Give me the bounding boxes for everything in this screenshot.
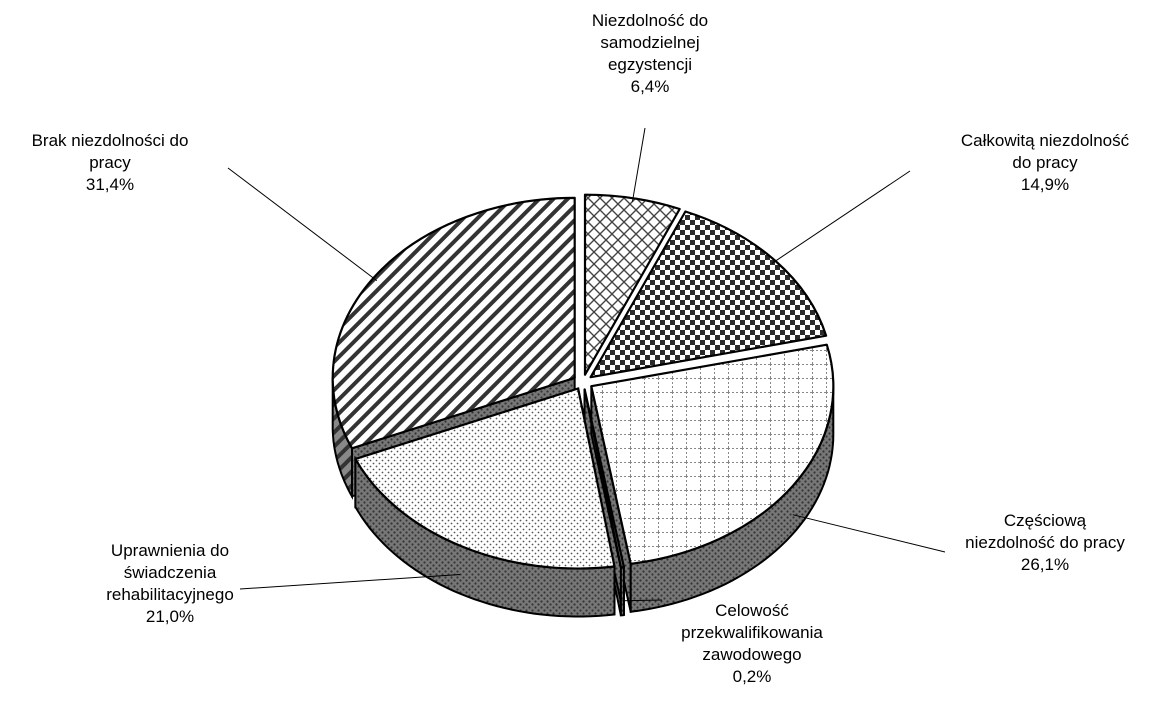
slice-value-label: 31,4% bbox=[85, 175, 135, 194]
slice-label-line: Niezdolność do bbox=[591, 11, 709, 30]
leader-line-5 bbox=[227, 167, 378, 281]
slice-label-line: Częściową bbox=[1003, 511, 1087, 530]
slice-label-line: zawodowego bbox=[702, 645, 802, 664]
slice-label-line: samodzielnej bbox=[600, 33, 700, 52]
pie-slice-4 bbox=[354, 387, 616, 570]
slice-label-1: Całkowitą niezdolność do pracy 14,9% bbox=[961, 130, 1129, 196]
slice-label-5: Brak niezdolności do pracy 31,4% bbox=[32, 130, 189, 196]
slice-label-line: egzystencji bbox=[607, 55, 693, 74]
leader-lines bbox=[227, 127, 946, 602]
slice-label-3: Celowość przekwalifikowania zawodowego 0,2% bbox=[681, 600, 823, 688]
leader-line-2 bbox=[792, 514, 946, 553]
pie-slice-2 bbox=[590, 343, 835, 565]
slice-label-line: do pracy bbox=[1012, 153, 1078, 172]
slice-label-line: Całkowitą niezdolność bbox=[960, 131, 1130, 150]
slice-label-line: Brak niezdolności do bbox=[31, 131, 189, 150]
slice-label-line: niezdolność do pracy bbox=[965, 533, 1125, 552]
slice-value-label: 6,4% bbox=[630, 77, 670, 96]
slice-label-line: pracy bbox=[89, 153, 131, 172]
slice-value-label: 21,0% bbox=[145, 607, 195, 626]
slice-label-line: Uprawnienia do bbox=[110, 541, 230, 560]
pie-slice-5 bbox=[331, 196, 576, 450]
slice-label-line: przekwalifikowania bbox=[681, 623, 823, 642]
leader-line-3 bbox=[622, 599, 663, 602]
pie-slices bbox=[331, 193, 835, 570]
slice-value-label: 0,2% bbox=[732, 667, 772, 686]
leader-line-0 bbox=[631, 127, 646, 202]
slice-label-line: rehabilitacyjnego bbox=[106, 585, 234, 604]
leader-line-1 bbox=[771, 170, 911, 264]
slice-side-3 bbox=[619, 566, 625, 617]
slice-label-0: Niezdolność do samodzielnej egzystencji 6,4… bbox=[592, 10, 708, 98]
slice-value-label: 26,1% bbox=[1020, 555, 1070, 574]
slice-label-4: Uprawnienia do świadczenia rehabilitacyjne… bbox=[106, 540, 234, 628]
leader-line-4 bbox=[239, 574, 461, 590]
pie-slice-3 bbox=[583, 388, 625, 569]
slice-label-line: świadczenia bbox=[123, 563, 217, 582]
slice-label-2: Częściową niezdolność do pracy 26,1% bbox=[965, 510, 1125, 576]
slice-label-line: Celowość bbox=[715, 601, 789, 620]
slice-value-label: 14,9% bbox=[1020, 175, 1070, 194]
